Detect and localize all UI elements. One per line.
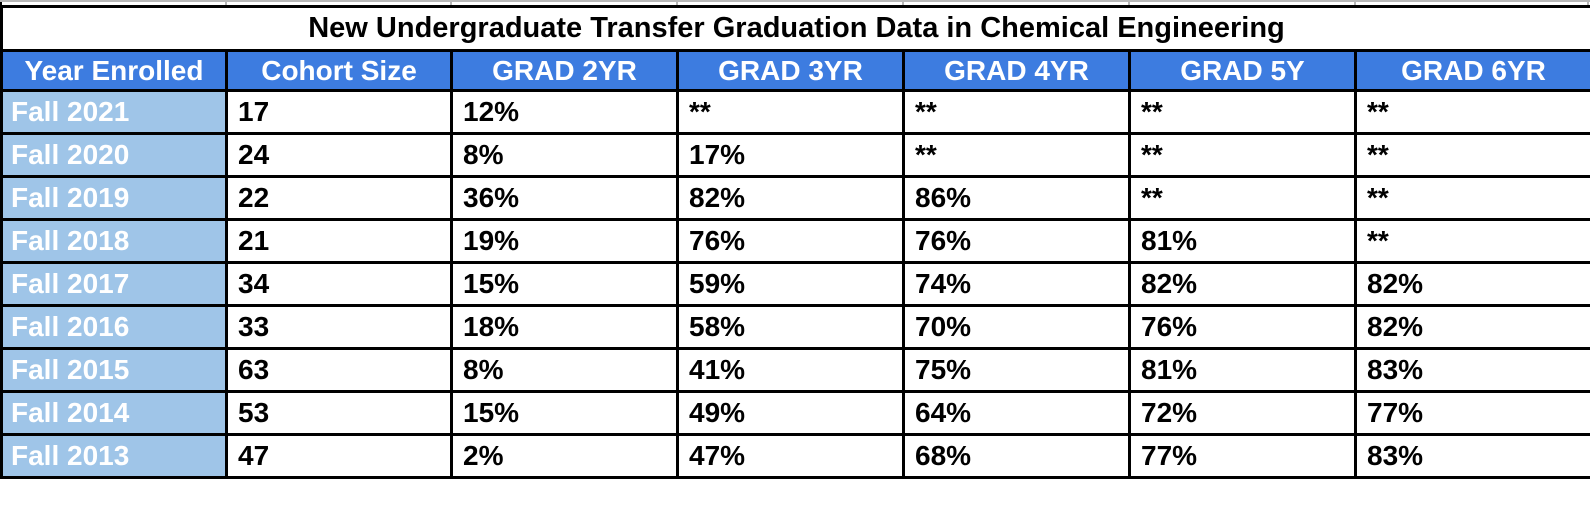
column-header-grad-5y[interactable]: GRAD 5Y xyxy=(1128,49,1357,92)
value-cell[interactable]: 77% xyxy=(1128,433,1357,479)
value-cell[interactable]: ** xyxy=(676,89,905,135)
value-cell[interactable]: 47% xyxy=(676,433,905,479)
value-cell[interactable]: 63 xyxy=(225,347,453,393)
value-cell[interactable]: 58% xyxy=(676,304,905,350)
table-row: Fall 2019 22 36% 82% 86% ** ** xyxy=(0,175,1590,221)
table-title-row: New Undergraduate Transfer Graduation Da… xyxy=(0,5,1590,52)
value-cell[interactable]: 83% xyxy=(1353,347,1590,393)
column-header-grad-4yr[interactable]: GRAD 4YR xyxy=(902,49,1131,92)
value-cell[interactable]: 19% xyxy=(450,218,679,264)
value-cell[interactable]: 2% xyxy=(450,433,679,479)
value-cell[interactable]: 17 xyxy=(225,89,453,135)
value-cell[interactable]: 74% xyxy=(902,261,1131,307)
value-cell[interactable]: 22 xyxy=(225,175,453,221)
year-cell[interactable]: Fall 2014 xyxy=(0,390,228,436)
value-cell[interactable]: ** xyxy=(1128,175,1357,221)
value-cell[interactable]: 34 xyxy=(225,261,453,307)
column-header-grad-2yr[interactable]: GRAD 2YR xyxy=(450,49,679,92)
value-cell[interactable]: 15% xyxy=(450,390,679,436)
value-cell[interactable]: 68% xyxy=(902,433,1131,479)
value-cell[interactable]: 47 xyxy=(225,433,453,479)
value-cell[interactable]: 24 xyxy=(225,132,453,178)
gridline-tick xyxy=(1587,2,1589,7)
value-cell[interactable]: 82% xyxy=(676,175,905,221)
value-cell[interactable]: 17% xyxy=(676,132,905,178)
value-cell[interactable]: 8% xyxy=(450,347,679,393)
gridline-tick xyxy=(225,2,227,7)
value-cell[interactable]: 33 xyxy=(225,304,453,350)
table-row: Fall 2015 63 8% 41% 75% 81% 83% xyxy=(0,347,1590,393)
year-cell[interactable]: Fall 2015 xyxy=(0,347,228,393)
value-cell[interactable]: 83% xyxy=(1353,433,1590,479)
table-row: Fall 2013 47 2% 47% 68% 77% 83% xyxy=(0,433,1590,479)
column-header-grad-3yr[interactable]: GRAD 3YR xyxy=(676,49,905,92)
column-header-cohort-size[interactable]: Cohort Size xyxy=(225,49,453,92)
value-cell[interactable]: 41% xyxy=(676,347,905,393)
value-cell[interactable]: ** xyxy=(1128,89,1357,135)
gridline-tick xyxy=(1354,2,1356,7)
year-cell[interactable]: Fall 2018 xyxy=(0,218,228,264)
value-cell[interactable]: ** xyxy=(1128,132,1357,178)
gridline-tick xyxy=(902,2,904,7)
value-cell[interactable]: 86% xyxy=(902,175,1131,221)
value-cell[interactable]: 36% xyxy=(450,175,679,221)
value-cell[interactable]: 18% xyxy=(450,304,679,350)
year-cell[interactable]: Fall 2013 xyxy=(0,433,228,479)
value-cell[interactable]: 53 xyxy=(225,390,453,436)
year-cell[interactable]: Fall 2020 xyxy=(0,132,228,178)
table-row: Fall 2021 17 12% ** ** ** ** xyxy=(0,89,1590,135)
value-cell[interactable]: 21 xyxy=(225,218,453,264)
gridline-tick xyxy=(1128,2,1130,7)
value-cell[interactable]: 77% xyxy=(1353,390,1590,436)
value-cell[interactable]: 72% xyxy=(1128,390,1357,436)
value-cell[interactable]: 76% xyxy=(676,218,905,264)
table-title[interactable]: New Undergraduate Transfer Graduation Da… xyxy=(0,5,1590,52)
gridline-tick xyxy=(676,2,678,7)
value-cell[interactable]: 12% xyxy=(450,89,679,135)
value-cell[interactable]: 64% xyxy=(902,390,1131,436)
table-body: Fall 2021 17 12% ** ** ** ** Fall 2020 24 8% 17% **… xyxy=(0,89,1590,479)
value-cell[interactable]: 8% xyxy=(450,132,679,178)
gridline-tick xyxy=(0,2,2,7)
value-cell[interactable]: ** xyxy=(1353,175,1590,221)
table-row: Fall 2018 21 19% 76% 76% 81% ** xyxy=(0,218,1590,264)
graduation-data-table: New Undergraduate Transfer Graduation Da… xyxy=(0,5,1590,479)
value-cell[interactable]: 82% xyxy=(1353,304,1590,350)
column-header-year-enrolled[interactable]: Year Enrolled xyxy=(0,49,228,92)
value-cell[interactable]: 15% xyxy=(450,261,679,307)
value-cell[interactable]: 59% xyxy=(676,261,905,307)
value-cell[interactable]: 82% xyxy=(1353,261,1590,307)
value-cell[interactable]: 75% xyxy=(902,347,1131,393)
table-row: Fall 2016 33 18% 58% 70% 76% 82% xyxy=(0,304,1590,350)
value-cell[interactable]: 82% xyxy=(1128,261,1357,307)
value-cell[interactable]: 49% xyxy=(676,390,905,436)
value-cell[interactable]: ** xyxy=(1353,89,1590,135)
year-cell[interactable]: Fall 2016 xyxy=(0,304,228,350)
value-cell[interactable]: 70% xyxy=(902,304,1131,350)
column-header-grad-6yr[interactable]: GRAD 6YR xyxy=(1353,49,1590,92)
year-cell[interactable]: Fall 2019 xyxy=(0,175,228,221)
year-cell[interactable]: Fall 2017 xyxy=(0,261,228,307)
table-row: Fall 2020 24 8% 17% ** ** ** xyxy=(0,132,1590,178)
table-row: Fall 2017 34 15% 59% 74% 82% 82% xyxy=(0,261,1590,307)
value-cell[interactable]: ** xyxy=(1353,132,1590,178)
value-cell[interactable]: 81% xyxy=(1128,218,1357,264)
value-cell[interactable]: ** xyxy=(902,89,1131,135)
table-header-row: Year Enrolled Cohort Size GRAD 2YR GRAD 3YR… xyxy=(0,49,1590,92)
spreadsheet-gridline-remnant xyxy=(0,0,1590,7)
table-row: Fall 2014 53 15% 49% 64% 72% 77% xyxy=(0,390,1590,436)
value-cell[interactable]: 76% xyxy=(902,218,1131,264)
value-cell[interactable]: 76% xyxy=(1128,304,1357,350)
value-cell[interactable]: ** xyxy=(1353,218,1590,264)
year-cell[interactable]: Fall 2021 xyxy=(0,89,228,135)
gridline-tick xyxy=(450,2,452,7)
value-cell[interactable]: ** xyxy=(902,132,1131,178)
value-cell[interactable]: 81% xyxy=(1128,347,1357,393)
